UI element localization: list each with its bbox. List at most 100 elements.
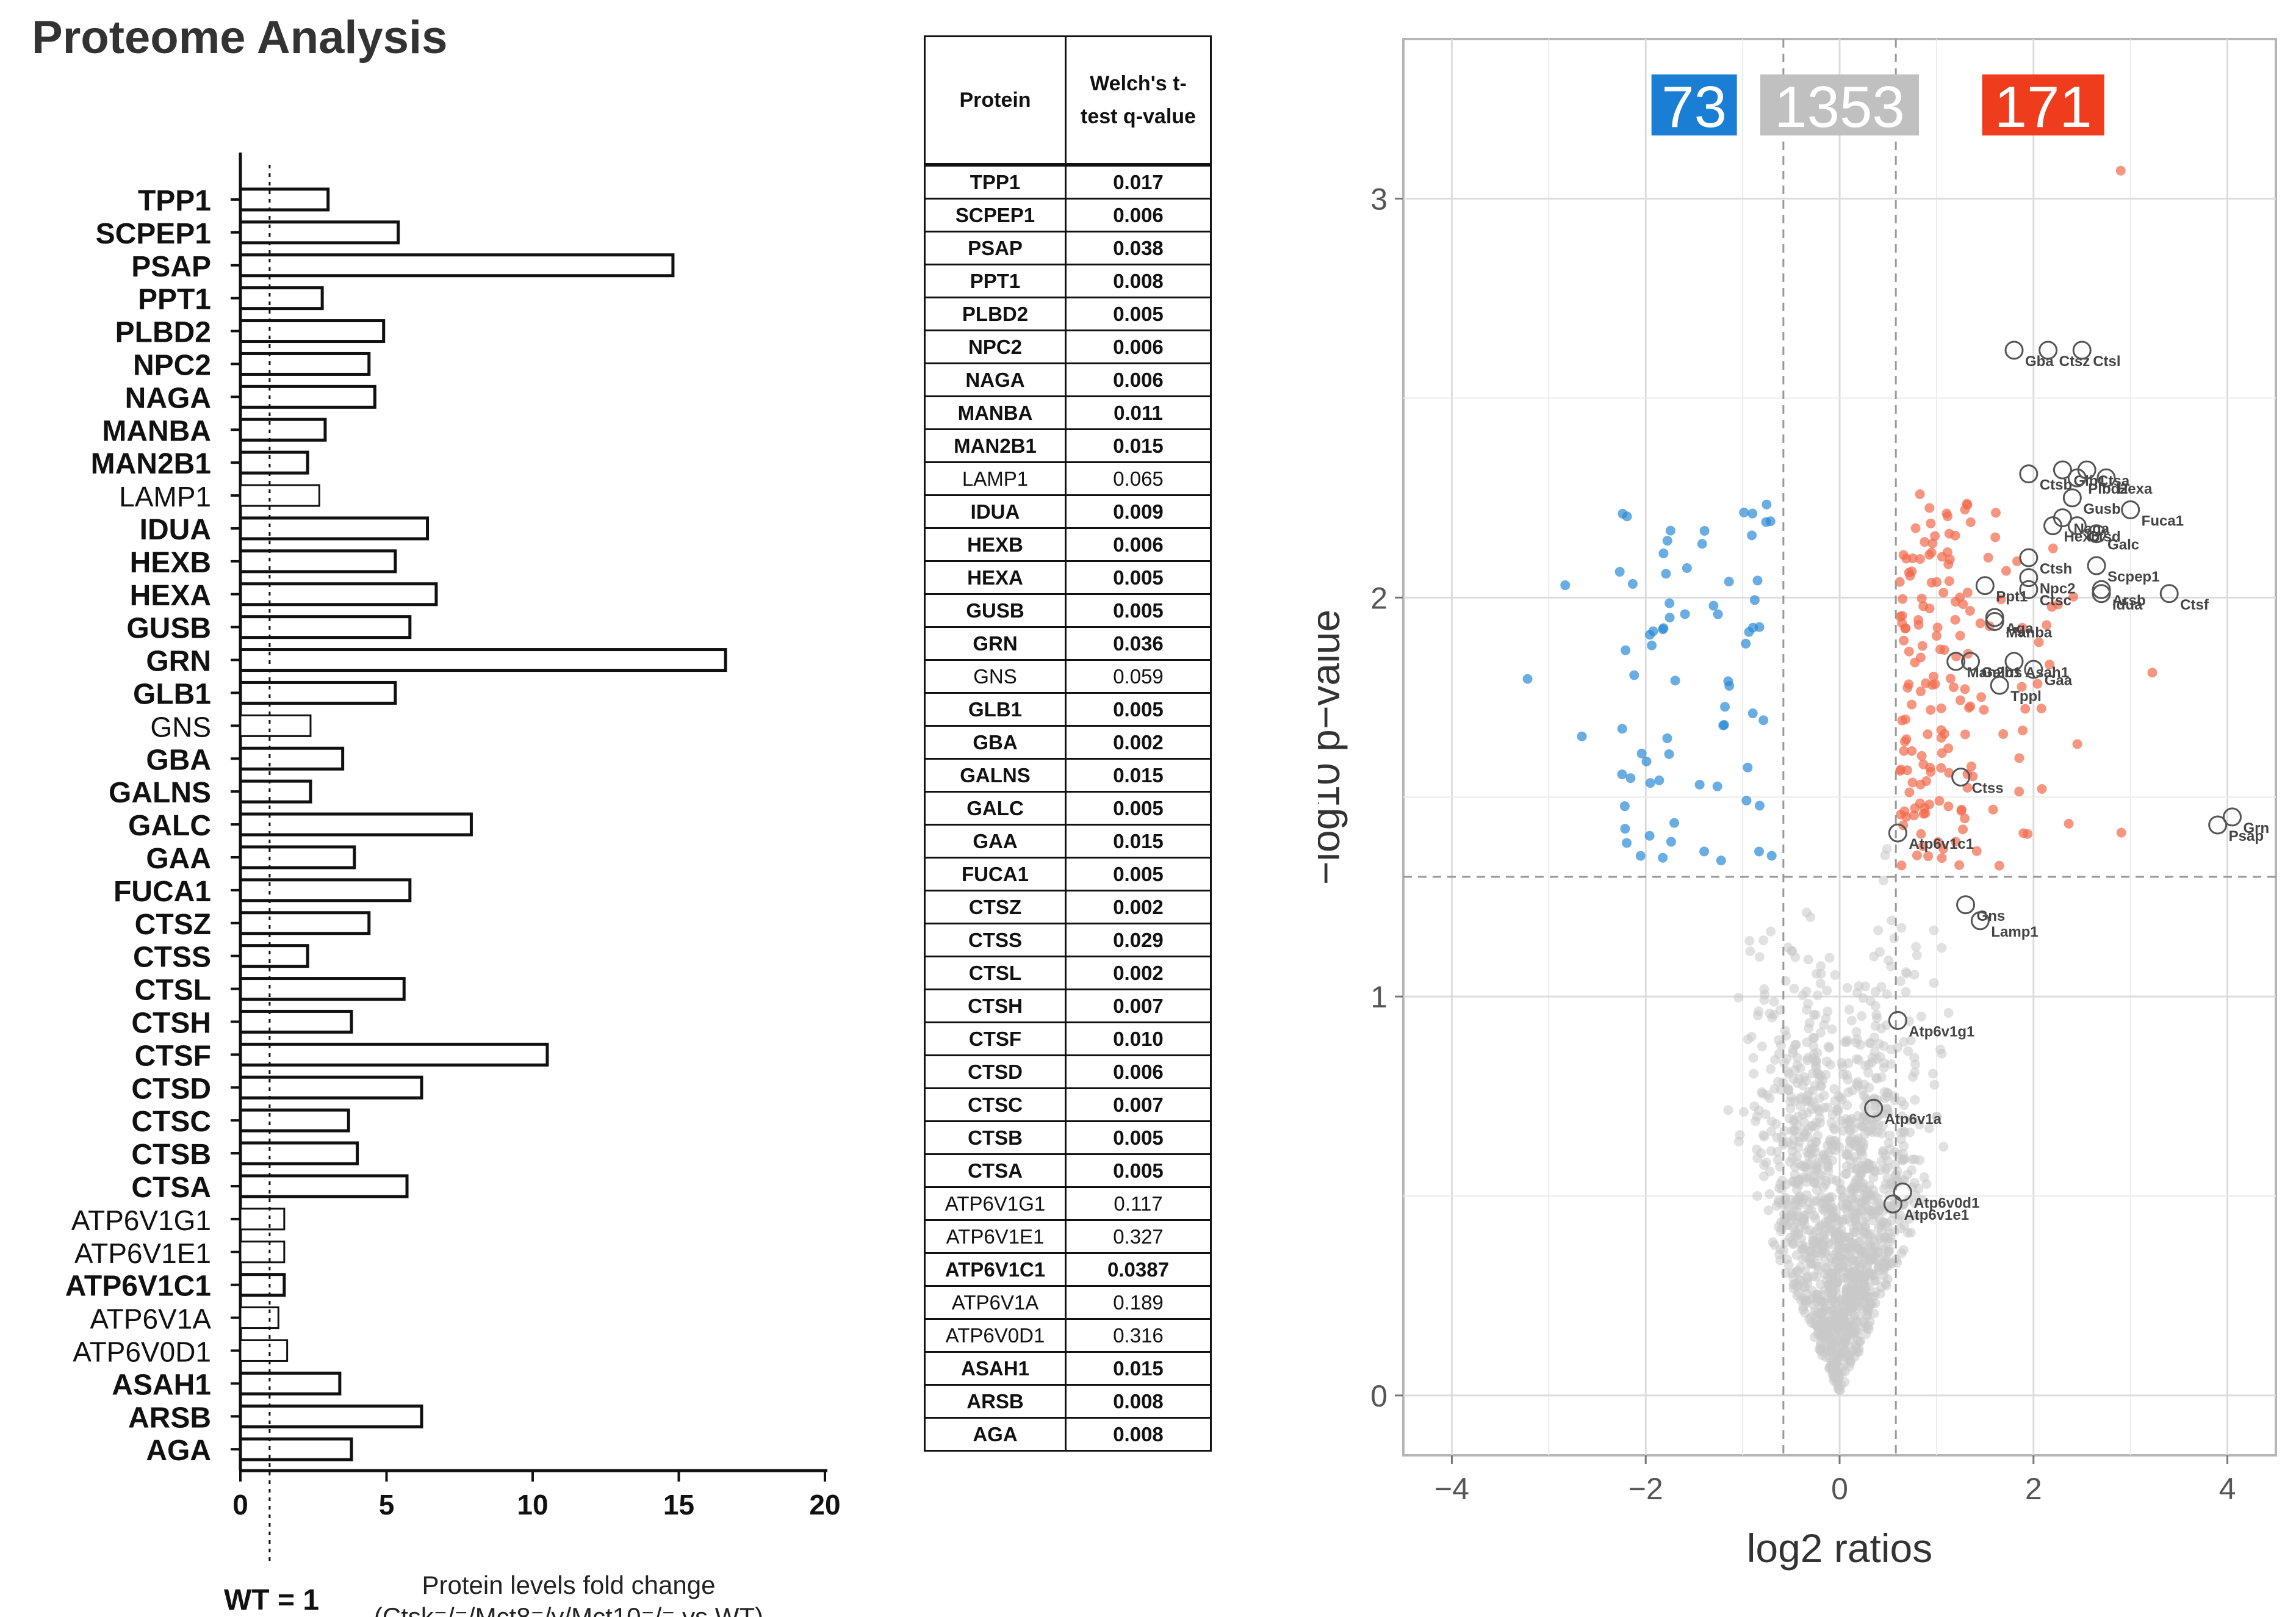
bar (239, 1339, 289, 1362)
data-point (1860, 1161, 1871, 1172)
bar (239, 549, 397, 574)
data-point (2068, 592, 2079, 602)
data-point (1899, 736, 1910, 747)
data-point (1916, 751, 1927, 761)
table-cell-qvalue: 0.006 (1065, 330, 1212, 364)
data-point (1902, 683, 1913, 693)
data-point (1938, 588, 1949, 598)
data-point (1798, 1254, 1808, 1264)
data-point (1882, 1156, 1893, 1166)
data-point (1733, 1136, 1744, 1147)
data-point (1910, 1095, 1920, 1105)
data-point (1861, 1282, 1871, 1292)
data-point (1920, 537, 1930, 547)
data-point (1988, 804, 1998, 815)
data-point (2048, 543, 2058, 553)
bar (239, 582, 438, 607)
data-point (1853, 1133, 1863, 1143)
labeled-point-ring (2087, 524, 2106, 544)
bar-category-label: GNS (150, 711, 211, 743)
data-point (1749, 595, 1760, 605)
data-point (1852, 1249, 1862, 1259)
bar (239, 1273, 286, 1297)
table-cell-protein: HEXB (924, 527, 1067, 562)
data-point (1811, 1160, 1821, 1170)
data-point (1923, 851, 1934, 862)
data-point (1926, 705, 1936, 715)
point-label: Ppt1 (1996, 589, 2028, 605)
point-label: Atp6v1a (1885, 1111, 1942, 1128)
table-row: PLBD2 0.005 (924, 297, 1212, 331)
data-point (1522, 674, 1533, 684)
data-point (1975, 618, 1985, 628)
table-cell-qvalue: 0.015 (1065, 824, 1212, 859)
labeled-point-ring (2121, 500, 2140, 519)
data-point (1942, 508, 1952, 519)
point-label: Gba (2025, 353, 2054, 370)
data-point (1766, 851, 1777, 861)
data-point (1943, 743, 1954, 754)
data-point (1916, 593, 1927, 603)
data-point (1819, 1149, 1829, 1159)
labeled-point-ring (1990, 675, 2009, 695)
data-point (1857, 1226, 1868, 1236)
bar (239, 746, 345, 771)
data-point (1841, 1161, 1852, 1172)
table-cell-protein: ARSB (924, 1384, 1067, 1419)
data-point (1960, 684, 1970, 694)
labeled-point-ring (1951, 768, 1971, 787)
data-point (1765, 516, 1776, 527)
table-cell-protein: CTSB (924, 1120, 1067, 1155)
x-tick-label: 0 (1831, 1472, 1848, 1506)
data-point (1664, 598, 1675, 608)
data-point (1863, 1067, 1874, 1078)
bar (239, 680, 397, 705)
data-point (1898, 1154, 1909, 1165)
data-point (1662, 536, 1672, 546)
data-point (1807, 1104, 1817, 1115)
labeled-point-ring (2004, 652, 2024, 671)
bar-category-label: CTSH (131, 1007, 211, 1039)
data-point (1827, 1267, 1837, 1278)
data-point (1827, 1203, 1837, 1213)
data-point (1954, 860, 1965, 870)
bar (239, 220, 400, 245)
point-label: Ctss (1972, 780, 2004, 797)
data-point (1744, 627, 1754, 637)
data-point (1834, 1142, 1844, 1152)
table-cell-qvalue: 0.005 (1065, 692, 1212, 727)
table-cell-qvalue: 0.015 (1065, 1351, 1212, 1386)
bar-category-label: AGA (146, 1435, 211, 1467)
bar-category-label: GALC (128, 810, 211, 842)
table-cell-protein: GALNS (924, 758, 1067, 793)
data-point (2014, 787, 2024, 797)
data-point (1896, 860, 1907, 871)
data-point (1851, 1317, 1861, 1328)
data-point (1901, 987, 1911, 997)
data-point (1840, 1358, 1851, 1369)
data-point (1754, 801, 1765, 811)
labeled-point-ring (2019, 464, 2039, 484)
data-point (1682, 563, 1692, 574)
data-point (1743, 1034, 1753, 1045)
data-point (1795, 1063, 1805, 1073)
data-point (1917, 641, 1927, 651)
point-label: Gusb (2083, 501, 2120, 517)
data-point (1752, 1190, 1763, 1201)
table-row: NAGA 0.006 (924, 362, 1212, 397)
data-point (1680, 609, 1690, 619)
data-point (1864, 1082, 1874, 1093)
y-tick-label: 1 (1370, 980, 1387, 1014)
data-point (1966, 761, 1976, 771)
data-point (1871, 1009, 1882, 1020)
data-point (1870, 1001, 1880, 1011)
bar-category-label: ATP6V1A (90, 1303, 211, 1335)
data-point (1944, 768, 1954, 778)
bar (239, 648, 727, 672)
labeled-point-ring (1888, 1010, 1907, 1030)
fold-change-bar-chart: TPP1SCPEP1PSAPPPT1PLBD2NPC2NAGAMANBAMAN2… (65, 153, 841, 1617)
data-point (1827, 1360, 1837, 1370)
table-row: TPP1 0.017 (924, 165, 1212, 200)
data-point (1770, 1055, 1780, 1065)
point-label: Galns (1982, 664, 2023, 681)
